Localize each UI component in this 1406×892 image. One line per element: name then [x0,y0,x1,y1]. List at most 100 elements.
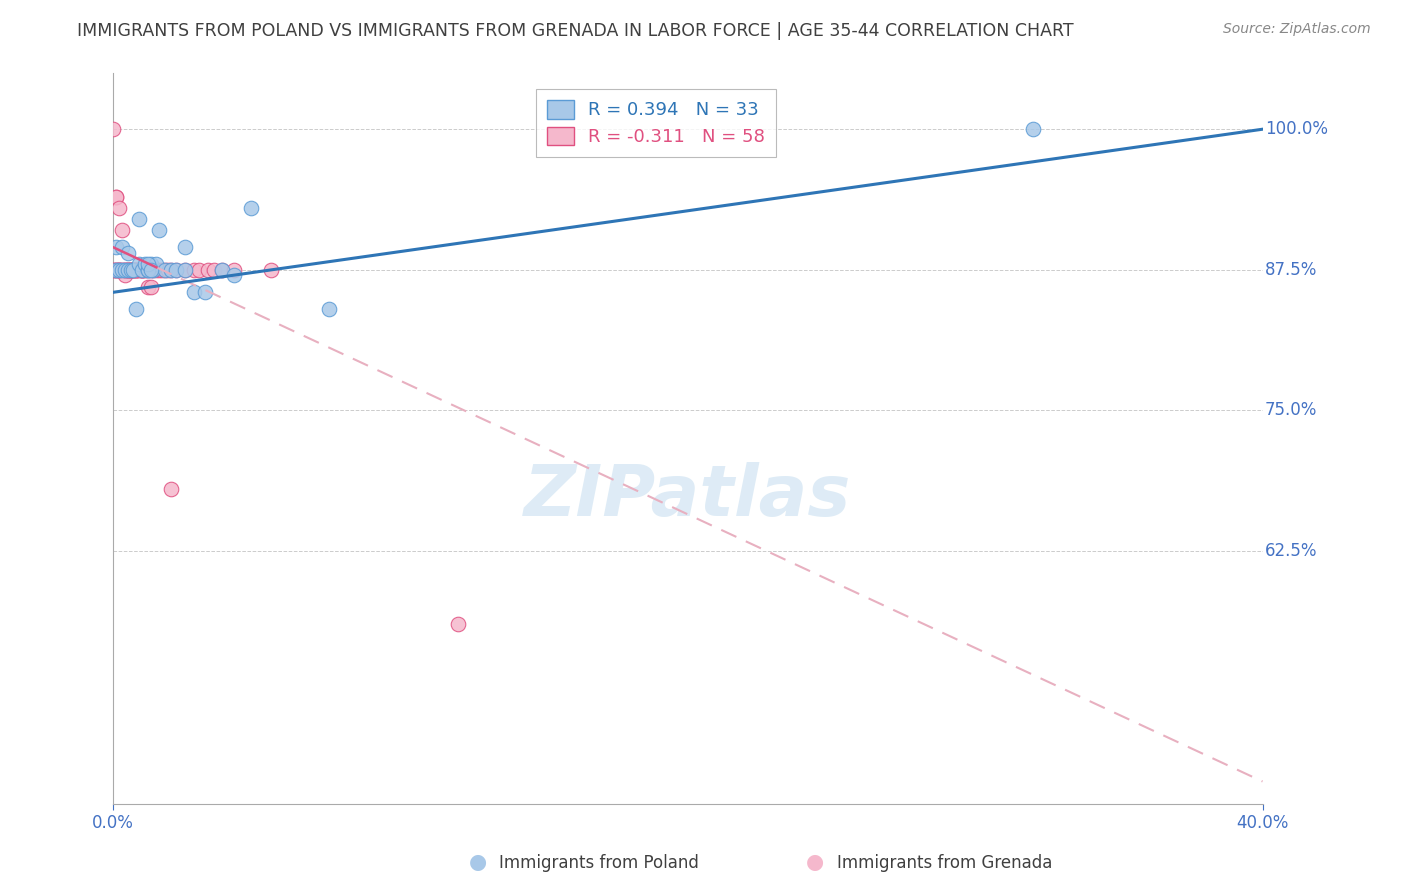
Point [111,262,134,277]
Point [131,262,153,277]
Point [125,262,148,277]
Text: 87.5%: 87.5% [1265,260,1317,279]
Point [114,262,136,277]
Point [153,262,176,277]
Point [108,262,131,277]
Point [105,262,128,277]
Point [120,262,142,277]
Text: Immigrants from Grenada: Immigrants from Grenada [837,855,1052,872]
Point [125,302,148,317]
Point [136,257,159,271]
Point [105,262,128,277]
Point [136,262,159,277]
Point [183,262,205,277]
Point [159,262,181,277]
Point [134,262,156,277]
Point [111,262,134,277]
Point [108,201,131,215]
Point [120,262,142,277]
Point [194,285,217,300]
Point [318,302,340,317]
Point [174,240,197,254]
Point [156,262,179,277]
Point [125,262,148,277]
Point [114,262,136,277]
Point [202,262,225,277]
Point [117,246,139,260]
Text: IMMIGRANTS FROM POLAND VS IMMIGRANTS FROM GRENADA IN LABOR FORCE | AGE 35-44 COR: IMMIGRANTS FROM POLAND VS IMMIGRANTS FRO… [77,22,1074,40]
Point [120,262,142,277]
Point [153,262,176,277]
Point [131,262,153,277]
Point [142,262,165,277]
Point [131,262,153,277]
Text: Immigrants from Poland: Immigrants from Poland [499,855,699,872]
Point [103,262,125,277]
Point [108,262,131,277]
Text: ZIPatlas: ZIPatlas [524,462,852,532]
Point [122,262,145,277]
Point [128,262,150,277]
Point [128,257,150,271]
Point [145,257,167,271]
Point [105,262,128,277]
Point [174,262,197,277]
Point [174,262,197,277]
Point [128,212,150,227]
Point [240,201,263,215]
Point [125,262,148,277]
Point [134,262,156,277]
Point [183,285,205,300]
Point [117,262,139,277]
Point [117,262,139,277]
Point [108,262,131,277]
Point [148,223,170,237]
Point [111,262,134,277]
Point [136,262,159,277]
Point [136,262,159,277]
Point [139,257,162,271]
Legend: R = 0.394   N = 33, R = -0.311   N = 58: R = 0.394 N = 33, R = -0.311 N = 58 [536,89,776,157]
Point [166,262,188,277]
Point [131,262,153,277]
Point [166,262,188,277]
Point [260,262,283,277]
Point [136,279,159,293]
Text: Source: ZipAtlas.com: Source: ZipAtlas.com [1223,22,1371,37]
Point [117,262,139,277]
Text: ●: ● [807,853,824,872]
Point [114,262,136,277]
Text: 100.0%: 100.0% [1265,120,1327,138]
Point [122,262,145,277]
Point [159,262,181,277]
Point [145,262,167,277]
Point [197,262,219,277]
Point [108,262,131,277]
Point [108,262,131,277]
Point [128,262,150,277]
Text: 62.5%: 62.5% [1265,542,1317,560]
Point [125,262,148,277]
Text: ●: ● [470,853,486,872]
Point [122,262,145,277]
Point [447,617,470,632]
Point [159,482,181,496]
Point [211,262,233,277]
Point [142,262,165,277]
Point [105,240,128,254]
Point [211,262,233,277]
Point [148,262,170,277]
Point [103,262,125,277]
Point [105,262,128,277]
Point [222,262,245,277]
Point [103,122,125,136]
Point [117,262,139,277]
Point [1021,122,1043,136]
Point [122,262,145,277]
Point [222,268,245,283]
Point [139,279,162,293]
Point [139,262,162,277]
Point [131,262,153,277]
Point [150,262,173,277]
Point [111,223,134,237]
